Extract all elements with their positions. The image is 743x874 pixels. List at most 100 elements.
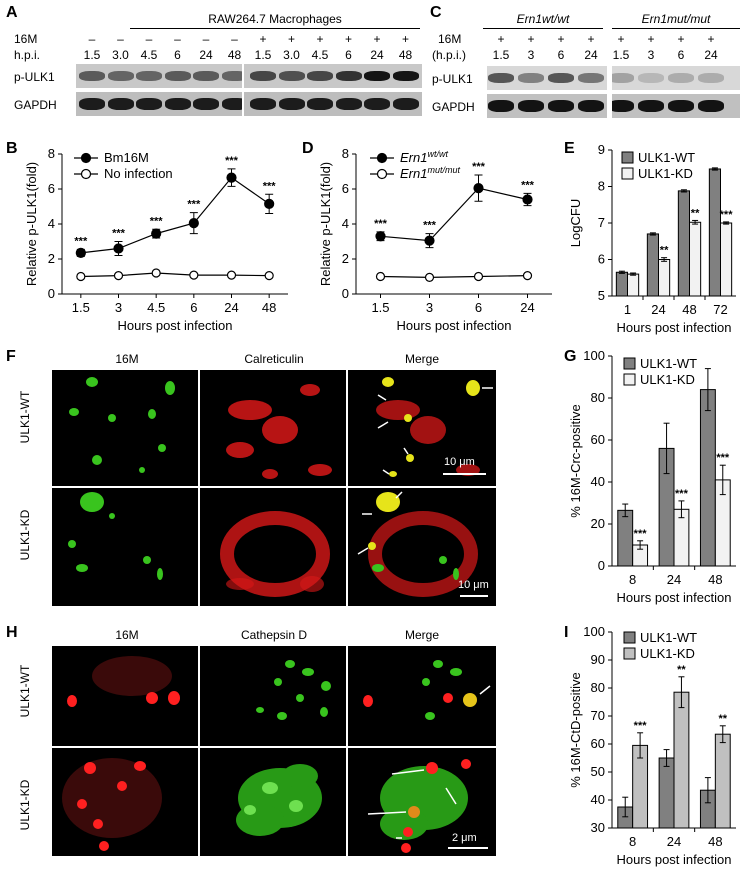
micrograph-f-kd-calreticulin xyxy=(200,488,346,606)
legend-label: Bm16M xyxy=(104,150,149,165)
panel-a-title: RAW264.7 Macrophages xyxy=(208,12,342,26)
panel-letter-a: A xyxy=(6,4,18,21)
data-point xyxy=(189,270,199,280)
y-axis-label: % 16M-Crc-positive xyxy=(568,404,583,517)
panel-f-scale-kd: 10 μm xyxy=(458,579,489,591)
blot-sign: + xyxy=(707,32,715,46)
blot-band xyxy=(107,71,134,81)
micrograph-h-kd-cathepsin xyxy=(200,748,346,856)
panel-a-blot-label-gapdh: GAPDH xyxy=(14,98,57,112)
blot-band xyxy=(638,73,664,83)
blot-hpi-label: 48 xyxy=(227,48,242,62)
blot-strip xyxy=(612,66,740,90)
blot-band xyxy=(107,98,134,110)
blot-band xyxy=(518,73,544,83)
x-tick-label: 6 xyxy=(475,300,482,315)
blot-hpi-label: 4.5 xyxy=(140,48,158,62)
blot-strip xyxy=(487,94,607,118)
blot-sign: – xyxy=(117,32,124,46)
panel-c-rule-mut xyxy=(612,28,740,29)
blot-hpi-label: 1.5 xyxy=(492,48,510,62)
y-tick-label: 6 xyxy=(48,181,55,196)
blot-hpi-label: 3.0 xyxy=(283,48,300,62)
x-tick-label: 1.5 xyxy=(72,300,90,315)
blot-sign: + xyxy=(527,32,535,46)
significance-mark: *** xyxy=(634,528,648,540)
x-tick-label: 48 xyxy=(708,572,722,587)
y-tick-label: 6 xyxy=(342,181,349,196)
blot-hpi-label: 24 xyxy=(704,48,718,62)
blot-band xyxy=(307,71,333,81)
blot-sign: + xyxy=(287,32,295,46)
y-tick-label: 4 xyxy=(342,216,349,231)
blot-sign: – xyxy=(202,32,210,46)
y-tick-label: 2 xyxy=(342,251,349,266)
panel-f-scale-wt: 10 μm xyxy=(444,456,475,468)
significance-mark: *** xyxy=(187,199,201,211)
micrograph-f-wt-merge: 10 μm xyxy=(348,370,496,486)
data-point xyxy=(424,235,435,246)
panel-c-blot-label-gapdh: GAPDH xyxy=(432,100,475,114)
panel-letter-i: I xyxy=(564,624,569,641)
blot-strip xyxy=(612,94,740,118)
bar xyxy=(677,190,690,297)
y-tick-label: 9 xyxy=(598,142,605,157)
blot-band xyxy=(250,71,276,81)
blot-hpi-label: 6 xyxy=(345,48,352,62)
legend-swatch xyxy=(623,631,636,644)
blot-band xyxy=(668,73,694,83)
panel-c-genotype-mut: Ern1mut/mut xyxy=(641,12,711,26)
blot-band xyxy=(364,71,390,81)
x-axis-label: Hours post infection xyxy=(617,590,732,605)
blot-band xyxy=(335,71,362,81)
legend-label: ULK1-WT xyxy=(640,356,697,371)
blot-strip xyxy=(76,64,242,88)
x-tick-label: 8 xyxy=(629,834,636,849)
y-tick-label: 40 xyxy=(591,792,605,807)
series-line xyxy=(80,272,270,278)
blot-sign: + xyxy=(316,32,324,46)
legend-label: ULK1-WT xyxy=(638,150,695,165)
bar xyxy=(658,259,671,297)
y-tick-label: 100 xyxy=(583,348,605,363)
significance-mark: *** xyxy=(634,720,648,732)
blot-sign: – xyxy=(145,32,153,46)
series-line xyxy=(380,275,528,278)
x-tick-label: 24 xyxy=(651,302,665,317)
panel-h-row-kd: ULK1-KD xyxy=(18,779,32,831)
y-tick-label: 100 xyxy=(583,624,605,639)
blot-band xyxy=(698,73,724,83)
series-line xyxy=(380,187,528,242)
significance-mark: *** xyxy=(263,180,277,192)
significance-mark: *** xyxy=(423,220,437,232)
bar xyxy=(699,389,716,567)
significance-mark: *** xyxy=(74,235,88,247)
x-axis-label: Hours post infection xyxy=(118,318,233,333)
blot-hpi-label: 24 xyxy=(584,48,598,62)
blot-band xyxy=(548,73,574,83)
data-point xyxy=(226,270,237,280)
panel-f-col-merge: Merge xyxy=(404,352,439,366)
x-axis-label: Hours post infection xyxy=(617,320,732,335)
legend-marker xyxy=(80,152,92,164)
y-axis-label: LogCFU xyxy=(568,199,583,247)
blot-sign: + xyxy=(617,32,625,46)
blot-hpi-label: 24 xyxy=(370,48,384,62)
y-tick-label: 70 xyxy=(591,708,605,723)
panel-h-col-16m: 16M xyxy=(115,628,139,642)
y-tick-label: 8 xyxy=(598,179,605,194)
blot-band xyxy=(193,71,219,81)
legend-swatch xyxy=(623,647,636,660)
significance-mark: *** xyxy=(720,209,734,221)
blot-sign: – xyxy=(231,32,238,46)
blot-band xyxy=(578,73,604,83)
panel-a-16m-label: 16M xyxy=(14,32,38,46)
blot-band xyxy=(612,73,634,83)
panel-h-col-cathepsin: Cathepsin D xyxy=(240,628,308,642)
blot-sign: – xyxy=(88,32,96,46)
blot-strip xyxy=(244,64,422,88)
blot-band xyxy=(250,98,276,110)
significance-mark: *** xyxy=(472,161,486,173)
significance-mark: ** xyxy=(677,664,686,676)
